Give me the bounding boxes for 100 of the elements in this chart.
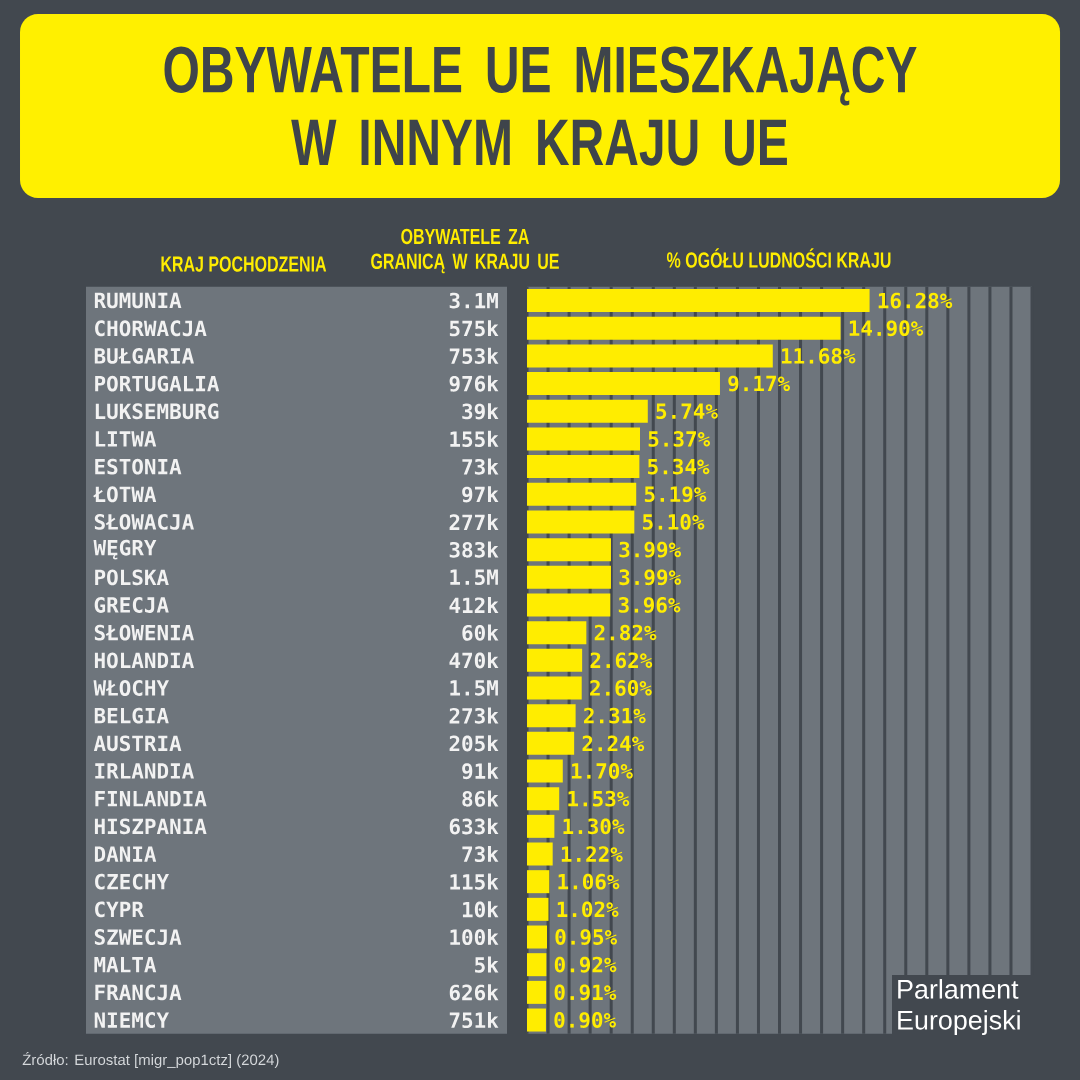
text: 1.5M [450, 680, 498, 696]
chart-title: % OGÓŁU LUDNOŚCI KRAJU [666, 248, 891, 268]
text: 383k [449, 541, 499, 558]
data-label: 0.92% [554, 956, 617, 973]
bar [527, 538, 611, 562]
category-label: GRECJA [94, 597, 169, 613]
category-label: POLSKA [95, 569, 169, 586]
data-label: 2.60% [590, 680, 652, 696]
bar [527, 704, 576, 728]
data-label: 1.02% [557, 901, 619, 918]
category-label: PORTUGALIA [95, 375, 220, 392]
category-label: BELGIA [94, 707, 169, 724]
bar [527, 648, 583, 672]
bar [527, 731, 575, 755]
category-label: FINLANDIA [95, 791, 207, 807]
data-label: 1.53% [568, 790, 630, 807]
text: 751k [449, 1011, 499, 1029]
category-label: ESTONIA [95, 458, 182, 475]
category-label: FRANCJA [95, 984, 182, 1001]
text: 976k [449, 375, 499, 392]
bar [527, 814, 555, 838]
data-label: 3.99% [619, 569, 681, 586]
category-label: MALTA [94, 957, 157, 973]
category-label: DANIA [94, 846, 157, 862]
bar [527, 316, 841, 340]
bar [527, 676, 582, 700]
data-label: 2.31% [583, 707, 646, 724]
text: 115k [450, 873, 499, 890]
category-label: WŁOCHY [93, 680, 170, 696]
category-label: SŁOWACJA [94, 514, 194, 530]
text: 277k [449, 514, 499, 530]
text: 273k [449, 707, 499, 724]
bar [527, 399, 648, 423]
data-label: 2.62% [590, 652, 653, 669]
bar [527, 621, 587, 645]
category-label: SŁOWENIA [94, 624, 194, 641]
text: 155k [450, 430, 499, 448]
bar [527, 455, 640, 479]
category-label: SZWECJA [94, 929, 182, 945]
bar [527, 787, 560, 811]
text: 753k [449, 347, 499, 365]
text: 73k [462, 845, 499, 863]
text: 73k [462, 458, 499, 475]
bar [527, 842, 553, 866]
text: OBYWATELE ZA GRANICĄ W KRAJU UE [371, 228, 559, 274]
category-label: CHORWACJA [95, 320, 207, 337]
category-label: AUSTRIA [93, 735, 182, 752]
text: 412k [449, 597, 499, 613]
data-label: 0.95% [555, 929, 618, 945]
bar [527, 289, 870, 313]
bar [527, 870, 550, 894]
data-label: 1.70% [571, 763, 633, 779]
text: 626k [449, 984, 499, 1001]
data-label: 3.99% [619, 541, 681, 558]
text: 60k [462, 624, 499, 641]
data-label: 5.37% [648, 431, 711, 447]
text: 633k [449, 818, 499, 835]
bar [527, 510, 635, 534]
data-label: 16.28% [878, 292, 953, 309]
data-label: 11.68% [781, 348, 856, 364]
category-label: CYPR [95, 901, 144, 918]
text: 91k [462, 762, 499, 780]
text: 1.5M [450, 569, 498, 586]
data-label: 2.82% [594, 624, 657, 641]
text: 10k [462, 901, 499, 918]
category-label: ŁOTWA [93, 486, 157, 503]
text: 470k [449, 652, 499, 669]
category-label: BUŁGARIA [94, 348, 194, 364]
data-label: 9.17% [728, 375, 790, 392]
bar [527, 897, 549, 921]
data-label: 5.19% [644, 486, 707, 503]
data-label: 5.34% [648, 458, 710, 475]
text: 86k [462, 790, 499, 807]
text: 100k [450, 928, 499, 946]
data-label: 5.74% [656, 403, 718, 420]
bar [527, 565, 611, 589]
data-label: 0.91% [554, 984, 617, 1001]
text: Źródło: Eurostat [migr_pop1ctz] (2024) [22, 1051, 279, 1069]
category-label: LUKSEMBURG [95, 403, 219, 420]
bar [527, 482, 637, 506]
category-label: NIEMCY [94, 1012, 170, 1028]
category-label: IRLANDIA [95, 763, 194, 779]
data-label: 1.30% [563, 818, 625, 835]
category-label: WĘGRY [93, 539, 157, 560]
category-label: RUMUNIA [94, 292, 182, 309]
annotation: Parlament Europejski [898, 979, 1020, 1036]
data-label: 0.90% [554, 1012, 616, 1028]
text: 5k [475, 956, 499, 973]
bar [527, 427, 641, 451]
category-label: LITWA [95, 431, 157, 447]
category-label: HOLANDIA [94, 652, 194, 669]
text: 3.1M [449, 292, 498, 309]
bar [527, 344, 773, 368]
text: 97k [462, 486, 499, 503]
data-label: 3.96% [618, 597, 681, 613]
text: 205k [449, 735, 499, 752]
bar [527, 980, 547, 1004]
text: KRAJ POCHODZENIA [161, 256, 327, 272]
data-label: 14.90% [849, 320, 924, 337]
text: 39k [462, 403, 499, 420]
